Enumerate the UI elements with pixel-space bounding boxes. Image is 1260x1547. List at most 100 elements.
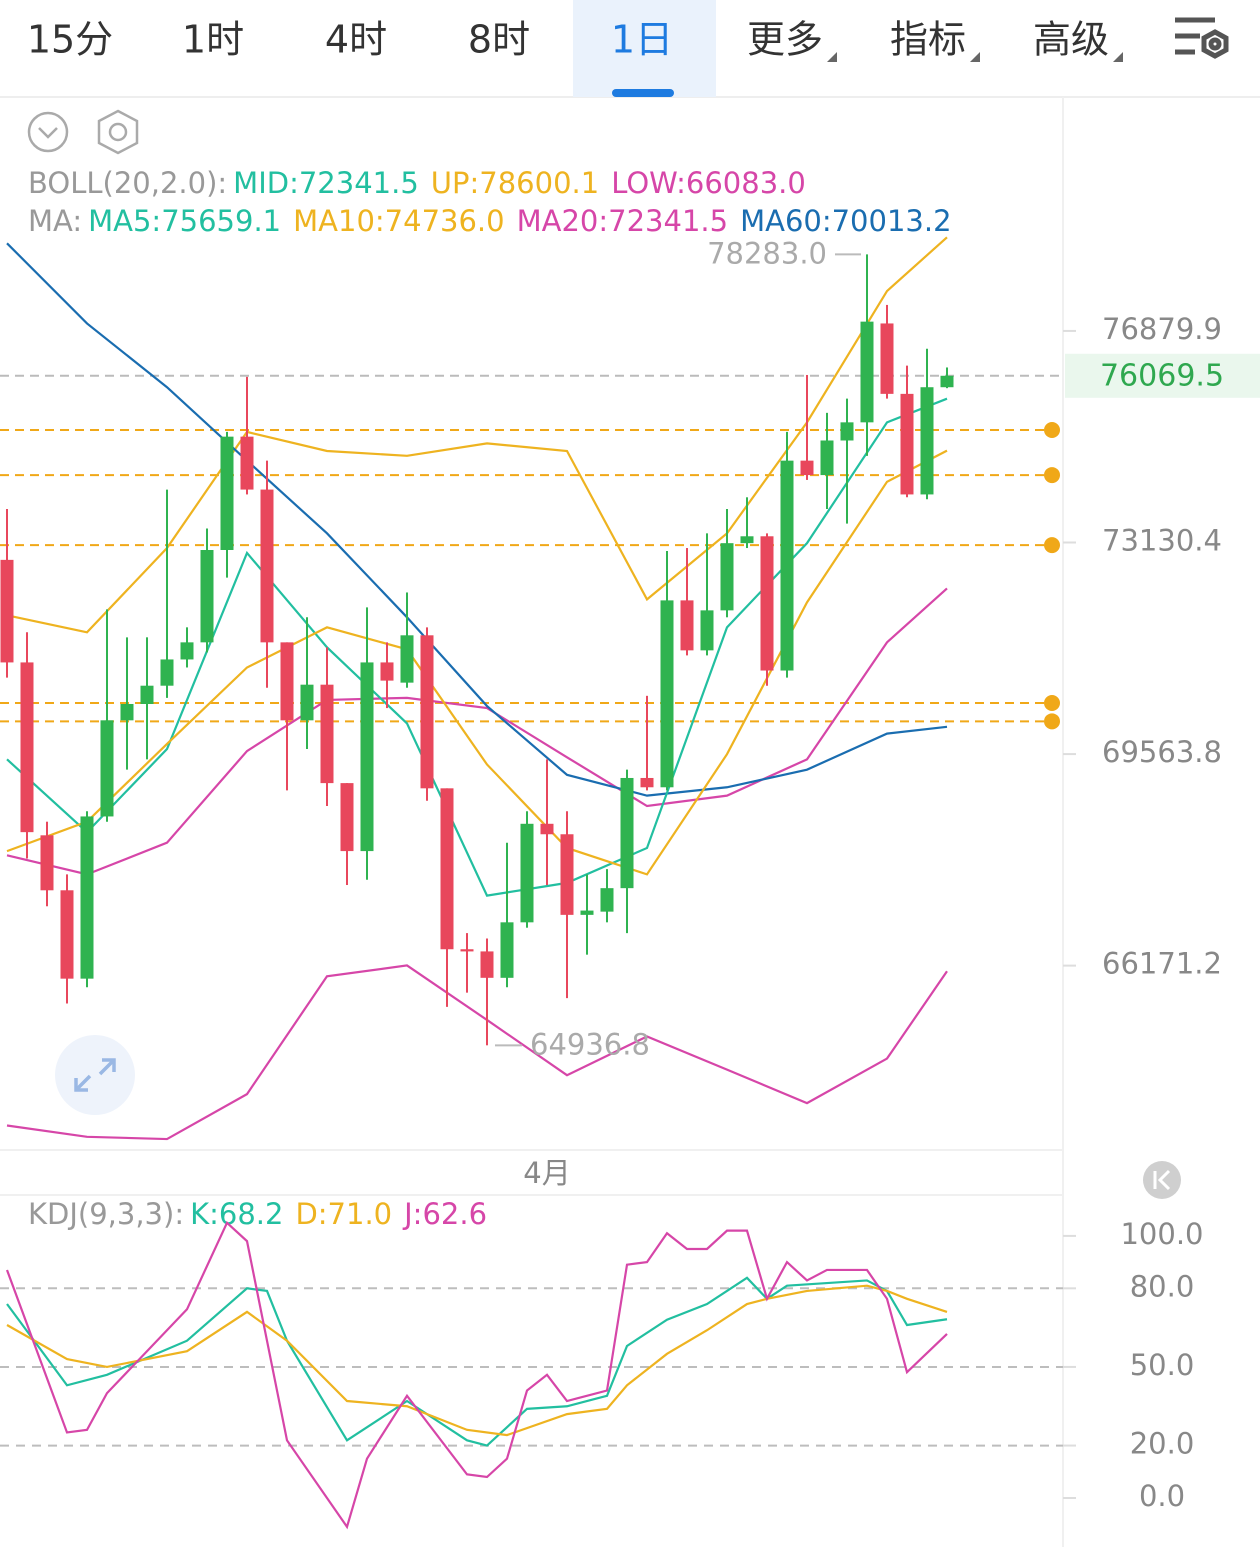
tab-label: 1时 xyxy=(182,18,244,62)
candle[interactable] xyxy=(160,489,174,698)
candle[interactable] xyxy=(720,508,734,618)
candle-body xyxy=(820,440,834,476)
settings-icon[interactable] xyxy=(1175,17,1229,59)
candle[interactable] xyxy=(140,637,154,760)
alert-dot[interactable] xyxy=(1044,421,1060,438)
candle-body xyxy=(760,536,774,671)
candle[interactable] xyxy=(260,460,274,688)
candle-body xyxy=(100,720,114,817)
tab-label: 高级 xyxy=(1033,18,1109,62)
candle[interactable] xyxy=(900,365,914,498)
alert-dot[interactable] xyxy=(1044,467,1060,484)
candle[interactable] xyxy=(700,533,714,656)
alert-dot[interactable] xyxy=(1044,537,1060,554)
candle[interactable] xyxy=(440,788,454,1007)
tab[interactable]: 4时 xyxy=(325,18,387,62)
candle[interactable] xyxy=(780,431,794,678)
candle[interactable] xyxy=(280,642,294,791)
candle-body xyxy=(20,662,34,833)
indicator-settings-icon[interactable] xyxy=(97,109,139,155)
candle[interactable] xyxy=(920,348,934,500)
candle[interactable] xyxy=(100,609,114,822)
candle[interactable] xyxy=(840,398,854,524)
candle-body xyxy=(740,536,754,544)
candle[interactable] xyxy=(740,497,754,549)
candle[interactable] xyxy=(640,695,654,791)
alert-dot[interactable] xyxy=(1044,694,1060,711)
y-tick-label: 50.0 xyxy=(1130,1348,1195,1382)
candle[interactable] xyxy=(480,938,494,1046)
candle[interactable] xyxy=(0,508,14,678)
candle-body xyxy=(340,783,354,852)
tab-active-bg xyxy=(573,0,716,97)
kdj-line xyxy=(5,1220,948,1530)
candle[interactable] xyxy=(20,632,34,859)
candle[interactable] xyxy=(660,550,674,791)
candle[interactable] xyxy=(580,874,594,955)
candle-body xyxy=(300,684,314,721)
legend-entry: MA20:72341.5 xyxy=(517,204,728,238)
candle-body xyxy=(460,949,474,952)
candle[interactable] xyxy=(860,254,874,456)
candle[interactable] xyxy=(400,592,414,688)
candle[interactable] xyxy=(40,821,54,907)
candle-body xyxy=(400,635,414,683)
alert-dot[interactable] xyxy=(1044,713,1060,730)
candle[interactable] xyxy=(620,769,634,934)
candle[interactable] xyxy=(460,933,474,993)
candle[interactable] xyxy=(760,533,774,686)
candle[interactable] xyxy=(500,842,514,988)
tab-indicator xyxy=(612,89,674,97)
candle[interactable] xyxy=(360,607,374,880)
candle-body xyxy=(620,777,634,889)
expand-icon[interactable] xyxy=(55,1035,135,1115)
candle[interactable] xyxy=(80,811,94,988)
candle[interactable] xyxy=(420,627,434,801)
candle-body xyxy=(360,662,374,852)
tab[interactable]: 8时 xyxy=(468,18,530,62)
candle[interactable] xyxy=(880,304,894,399)
candle[interactable] xyxy=(340,783,354,886)
candle[interactable] xyxy=(120,637,134,770)
candle[interactable] xyxy=(540,759,554,886)
back-to-latest-icon[interactable] xyxy=(1143,1161,1181,1199)
candle-body xyxy=(120,703,134,721)
kdj-line xyxy=(6,1284,948,1437)
tab[interactable]: 高级 xyxy=(1033,18,1123,63)
x-tick-label: 4月 xyxy=(523,1156,570,1190)
collapse-icon[interactable] xyxy=(27,111,69,153)
last-price-label: 76069.5 xyxy=(1100,358,1224,393)
candle-body xyxy=(420,635,434,789)
candle[interactable] xyxy=(300,617,314,750)
candle-body xyxy=(500,922,514,978)
candle[interactable] xyxy=(220,431,234,578)
candle[interactable] xyxy=(200,528,214,653)
candle-body xyxy=(780,460,794,671)
indicator-legend: BOLL(20,2.0): MID:72341.5 UP:78600.1 LOW:66… xyxy=(28,166,806,200)
candle[interactable] xyxy=(180,627,194,668)
candle[interactable] xyxy=(380,642,394,709)
candle-body xyxy=(40,835,54,891)
tab[interactable]: 1日 xyxy=(573,0,716,97)
candle[interactable] xyxy=(60,874,74,1004)
tab[interactable]: 指标 xyxy=(890,18,980,63)
y-tick-label: 73130.4 xyxy=(1102,524,1222,558)
indicator-legend: KDJ(9,3,3): K:68.2 D:71.0 J:62.6 xyxy=(28,1197,487,1231)
tab-label: 1日 xyxy=(611,18,673,62)
candle[interactable] xyxy=(320,647,334,807)
candle[interactable] xyxy=(680,548,694,656)
icon-hex xyxy=(1201,29,1229,59)
candle[interactable] xyxy=(600,869,614,923)
candle[interactable] xyxy=(800,374,814,480)
tab[interactable]: 15分 xyxy=(27,18,113,62)
candle[interactable] xyxy=(240,376,254,495)
candle[interactable] xyxy=(820,412,834,509)
candle[interactable] xyxy=(560,811,574,999)
candle[interactable] xyxy=(520,811,534,928)
icon-dot xyxy=(108,122,128,142)
candle[interactable] xyxy=(940,367,954,389)
tab[interactable]: 1时 xyxy=(182,18,244,62)
tab[interactable]: 更多 xyxy=(747,18,837,63)
